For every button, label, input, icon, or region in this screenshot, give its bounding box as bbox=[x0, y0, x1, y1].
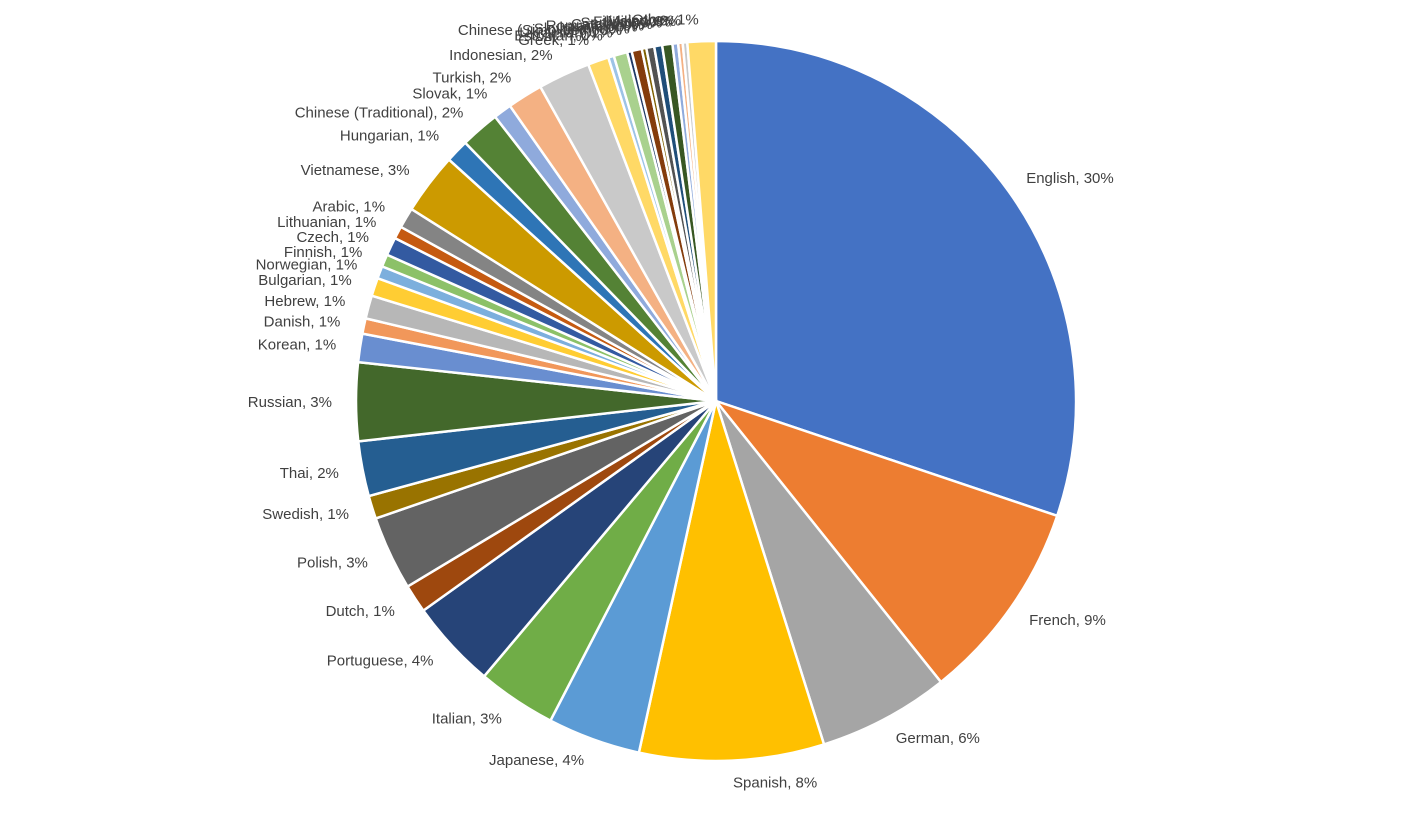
data-label-slovak: Slovak, 1% bbox=[412, 86, 487, 103]
data-label-czech: Czech, 1% bbox=[296, 229, 369, 246]
data-label-indonesian: Indonesian, 2% bbox=[449, 47, 552, 64]
data-label-lithuanian: Lithuanian, 1% bbox=[277, 214, 376, 231]
data-label-ukrainian: Ukrainian, 1% bbox=[519, 25, 612, 42]
data-label-dutch: Dutch, 1% bbox=[326, 603, 395, 620]
data-label-arabic: Arabic, 1% bbox=[313, 199, 386, 216]
data-label-hindi: Hindi, 0% bbox=[617, 12, 681, 29]
data-label-thai: Thai, 2% bbox=[280, 465, 339, 482]
data-label-other: Other, 1% bbox=[632, 11, 699, 28]
data-label-chinese-simplified: Chinese (Simplified), 0% bbox=[458, 22, 622, 39]
pie-slice-german bbox=[714, 399, 943, 746]
data-label-english: English, 30% bbox=[1026, 170, 1114, 187]
pie-slice-french bbox=[714, 399, 1059, 684]
data-label-japanese: Japanese, 4% bbox=[489, 752, 584, 769]
pie-labels: English, 30% French, 9% German, 6% Spanish,… bbox=[248, 11, 1114, 791]
pie-slices bbox=[354, 39, 1078, 763]
data-label-turkish: Turkish, 2% bbox=[433, 69, 512, 86]
data-label-greek: Greek, 1% bbox=[518, 32, 589, 49]
data-label-serbian: Serbian, 0% bbox=[580, 15, 662, 32]
pie-slice-english bbox=[714, 39, 1078, 518]
data-label-german: German, 6% bbox=[896, 730, 980, 747]
data-label-italian: Italian, 3% bbox=[432, 711, 502, 728]
data-label-russian: Russian, 3% bbox=[248, 394, 332, 411]
data-label-korean: Korean, 1% bbox=[258, 337, 336, 354]
data-label-french: French, 9% bbox=[1029, 612, 1106, 629]
pie-slice-other bbox=[686, 39, 718, 403]
data-label-polish: Polish, 3% bbox=[297, 555, 368, 572]
data-label-bulgarian: Bulgarian, 1% bbox=[258, 272, 351, 289]
data-label-portuguese: Portuguese, 4% bbox=[327, 652, 434, 669]
data-label-spanish: Spanish, 8% bbox=[733, 775, 817, 792]
data-label-filipino: Filipino, 0% bbox=[593, 14, 671, 31]
data-label-norwegian: Norwegian, 1% bbox=[256, 256, 358, 273]
data-label-hebrew: Hebrew, 1% bbox=[264, 293, 345, 310]
data-label-malay: Malay, 0% bbox=[607, 13, 676, 30]
data-label-danish: Danish, 1% bbox=[264, 313, 341, 330]
data-label-latvian: Latvian, 0% bbox=[559, 19, 637, 36]
data-label-estonian: Estonian, 0% bbox=[514, 28, 602, 45]
data-label-finnish: Finnish, 1% bbox=[284, 244, 362, 261]
data-label-vietnamese: Vietnamese, 3% bbox=[301, 162, 410, 179]
data-label-catalan: Catalan, 0% bbox=[571, 16, 653, 33]
data-label-swedish: Swedish, 1% bbox=[262, 506, 349, 523]
data-label-hungarian: Hungarian, 1% bbox=[340, 128, 439, 145]
data-label-romanian: Romanian, 0% bbox=[546, 17, 644, 34]
pie-slice-spanish bbox=[637, 399, 826, 763]
data-label-slovenian: Slovenian, 0% bbox=[534, 20, 630, 37]
data-label-chinese-traditional: Chinese (Traditional), 2% bbox=[295, 105, 464, 122]
